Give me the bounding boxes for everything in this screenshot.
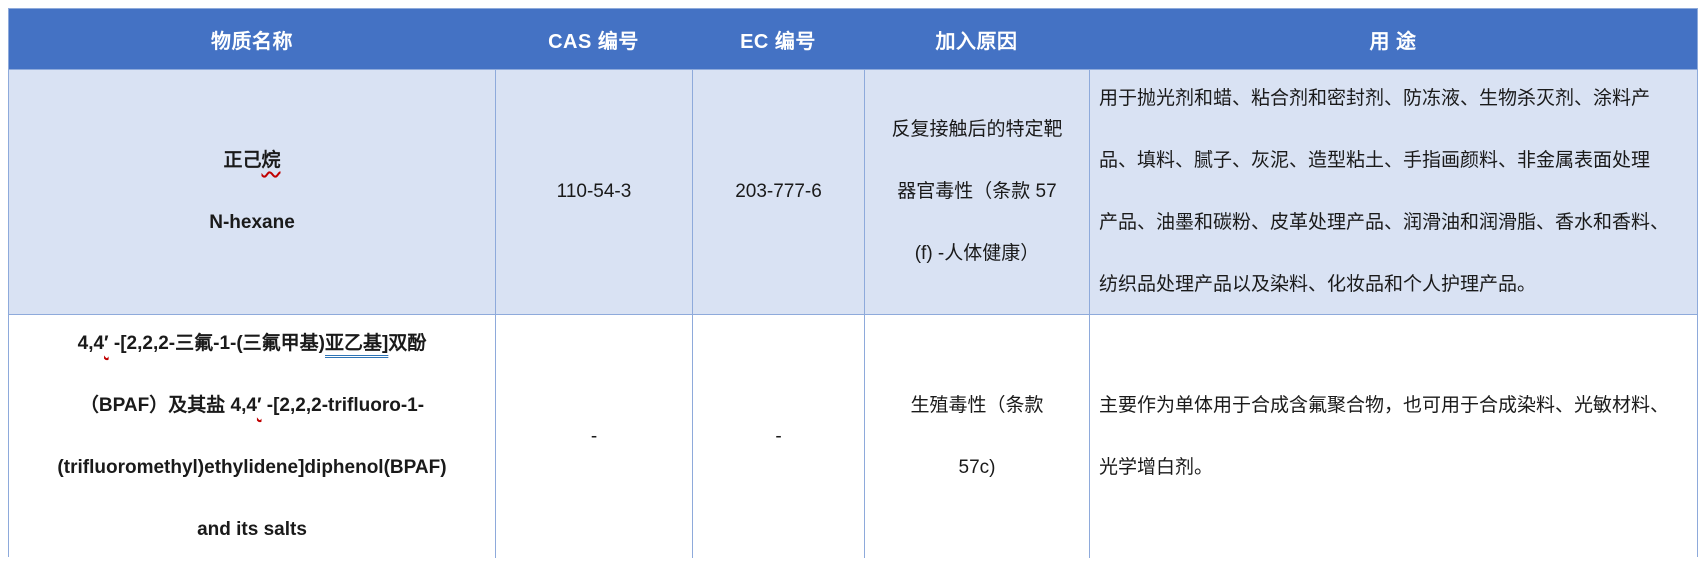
substance-name-line-3: (trifluoromethyl)ethylidene]diphenol(BPA… — [57, 456, 447, 478]
column-header-cas-number: CAS 编号 — [548, 30, 639, 53]
substance-name-cell: 4,4′ -[2,2,2-三氟-1-(三氟甲基)亚乙基]双酚 （BPAF）及其盐… — [9, 315, 495, 558]
use-cell: 主要作为单体用于合成含氟聚合物，也可用于合成染料、光敏材料、 光学增白剂。 — [1089, 315, 1697, 558]
table-header-row: 物质名称 CAS 编号 EC 编号 加入原因 用 途 — [9, 9, 1697, 69]
table-row: 4,4′ -[2,2,2-三氟-1-(三氟甲基)亚乙基]双酚 （BPAF）及其盐… — [9, 314, 1697, 558]
substance-name-line-1: 4,4′ -[2,2,2-三氟-1-(三氟甲基)亚乙基]双酚 — [78, 315, 427, 375]
substance-name-text: 双酚 — [388, 332, 427, 354]
ec-number-cell: 203-777-6 — [692, 70, 864, 314]
column-header-use: 用 途 — [1369, 30, 1417, 53]
substance-name-text: 4,4 — [77, 332, 105, 354]
cas-number-cell: - — [495, 315, 692, 558]
substance-name-text: -[2,2,2-trifluoro-1- — [261, 394, 425, 416]
cas-number-cell: 110-54-3 — [495, 70, 692, 314]
substance-table: 物质名称 CAS 编号 EC 编号 加入原因 用 途 正己烷 N-hexane … — [8, 8, 1698, 558]
substance-name-line-2: （BPAF）及其盐 4,4′ -[2,2,2-trifluoro-1- — [80, 375, 424, 437]
substance-name-text: （BPAF）及其盐 4,4 — [79, 394, 257, 416]
use-cell: 用于抛光剂和蜡、粘合剂和密封剂、防冻液、生物杀灭剂、涂料产 品、填料、腻子、灰泥… — [1089, 70, 1697, 314]
column-header-ec-number: EC 编号 — [740, 30, 816, 53]
table-row: 正己烷 N-hexane 110-54-3 203-777-6 反复接触后的特定… — [9, 69, 1697, 314]
substance-name-text: -[2,2,2-三氟-1-(三氟甲基) — [108, 332, 326, 354]
spellcheck-squiggle-text: ′ — [104, 332, 109, 354]
reason-cell: 生殖毒性（条款 57c) — [864, 315, 1089, 558]
substance-name-line-4: and its salts — [197, 518, 307, 540]
substance-name-cn-text: 正己 — [223, 150, 262, 171]
column-header-substance-name: 物质名称 — [211, 30, 293, 53]
reason-cell: 反复接触后的特定靶 器官毒性（条款 57 (f) -人体健康） — [864, 70, 1089, 314]
substance-name-cell: 正己烷 N-hexane — [9, 70, 495, 314]
ec-number-cell: - — [692, 315, 864, 558]
column-header-reason: 加入原因 — [935, 30, 1018, 53]
grammar-underline-text: 亚乙基] — [325, 332, 389, 354]
spellcheck-squiggle-text: 烷 — [261, 150, 281, 171]
substance-name-cn: 正己烷 — [223, 130, 280, 192]
substance-name-en: N-hexane — [209, 212, 295, 233]
spellcheck-squiggle-text: ′ — [256, 394, 262, 416]
